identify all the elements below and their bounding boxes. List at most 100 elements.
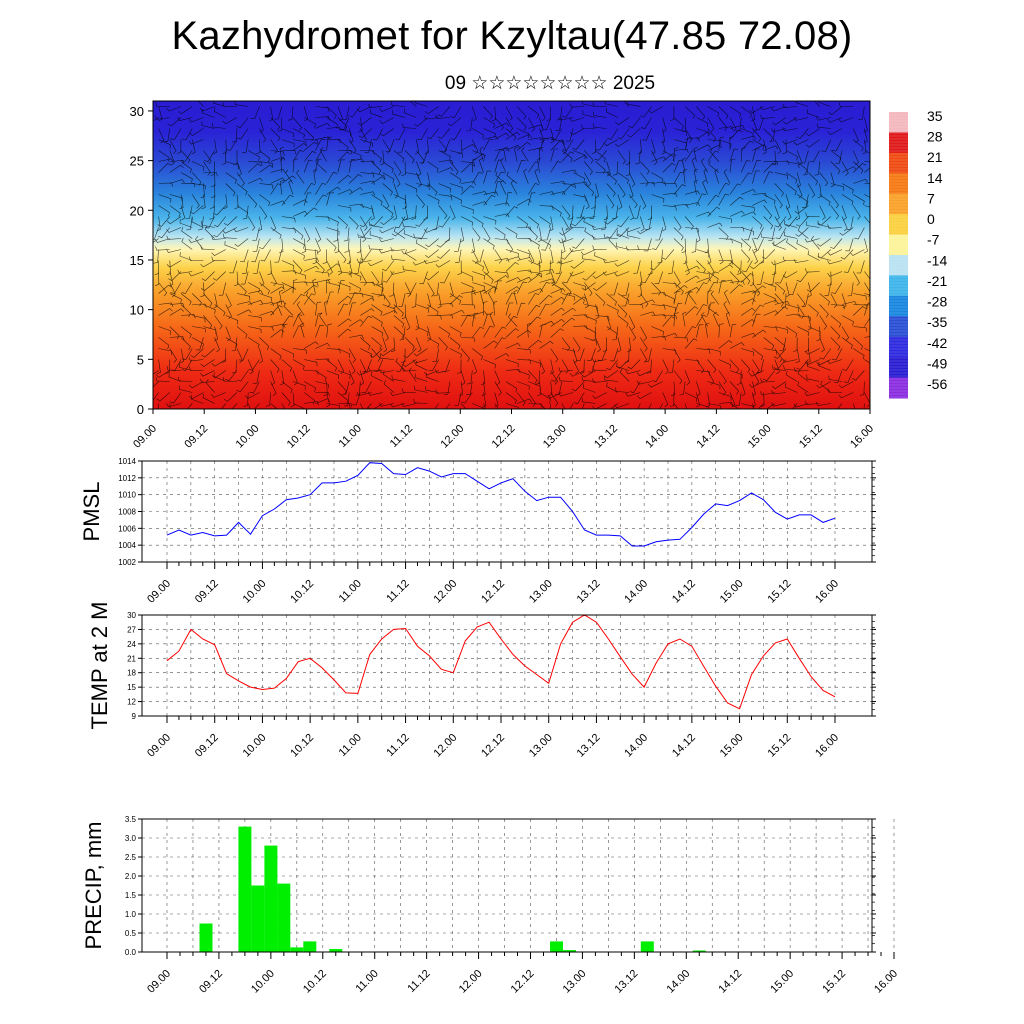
wind-barb	[438, 326, 450, 338]
wind-barb	[326, 172, 338, 184]
wind-barb	[684, 137, 692, 151]
wind-barb	[192, 315, 206, 323]
wind-barb	[348, 159, 356, 173]
wind-barb	[191, 217, 204, 228]
wind-barb	[414, 101, 428, 107]
wind-barb	[806, 221, 820, 228]
wind-barb	[449, 194, 462, 205]
wind-barb	[573, 182, 588, 187]
wind-barb	[348, 370, 355, 386]
wind-barb	[250, 106, 260, 120]
wind-barb	[472, 312, 479, 327]
wind-barb	[858, 106, 865, 120]
wind-barb	[619, 368, 630, 382]
wind-barb	[528, 316, 541, 327]
wind-barb	[461, 161, 475, 167]
wind-barb	[748, 370, 764, 377]
wind-barb	[741, 348, 755, 357]
wind-barb	[348, 150, 362, 160]
wind-barb	[696, 117, 709, 128]
wind-barb	[662, 153, 677, 162]
wind-barb	[804, 238, 820, 243]
x-tick-label: 09.12	[197, 968, 225, 996]
wind-barb	[157, 216, 171, 227]
wind-barb	[853, 194, 865, 206]
wind-barb	[795, 101, 809, 107]
wind-barb	[528, 339, 542, 349]
y-axis-title: PRECIP, mm	[81, 822, 106, 950]
x-tick-label: 11.12	[388, 423, 415, 450]
x-tick-label: 10.00	[241, 732, 269, 760]
wind-barb	[644, 348, 652, 362]
wind-barb	[853, 348, 865, 360]
wind-barb	[304, 265, 319, 272]
wind-barb	[240, 249, 249, 263]
wind-barb	[729, 381, 739, 395]
wind-barb	[427, 293, 432, 309]
wind-barb	[247, 194, 258, 208]
wind-barb	[348, 282, 361, 293]
wind-barb	[155, 246, 170, 251]
wind-barb	[595, 161, 606, 174]
wind-barb	[153, 392, 159, 401]
wind-barb	[404, 315, 411, 331]
wind-barb	[817, 220, 831, 228]
wind-barb	[402, 359, 417, 367]
wind-barb	[292, 158, 299, 173]
wind-barb	[303, 106, 309, 122]
wind-barb	[413, 348, 428, 357]
wind-barb	[830, 161, 841, 175]
wind-barb	[841, 161, 849, 176]
wind-barb	[155, 370, 170, 378]
wind-barb	[592, 378, 607, 383]
wind-barb	[773, 241, 787, 250]
wind-barb	[629, 304, 644, 309]
wind-barb	[592, 366, 607, 371]
wind-barb	[796, 293, 806, 308]
wind-barb	[528, 359, 542, 368]
wind-barb	[539, 403, 546, 409]
wind-barb	[200, 245, 215, 250]
wind-barb	[593, 282, 607, 291]
wind-barb	[610, 282, 619, 296]
x-tick-label: 13.12	[575, 578, 603, 606]
wind-barb	[349, 334, 364, 339]
wind-barb	[723, 168, 731, 184]
wind-barb	[260, 249, 271, 262]
wind-barb	[556, 106, 563, 121]
wind-barb	[505, 315, 518, 327]
wind-barb	[270, 227, 282, 240]
wind-barb	[841, 293, 847, 309]
wind-barb	[401, 161, 406, 176]
wind-barb	[762, 370, 776, 382]
wind-barb	[740, 238, 752, 252]
wind-barb	[220, 403, 227, 409]
wind-barb	[707, 128, 717, 142]
wind-barb	[397, 139, 406, 153]
wind-barb	[818, 101, 831, 107]
wind-barb	[348, 271, 362, 281]
wind-barb	[853, 178, 869, 184]
wind-barb	[337, 359, 345, 375]
wind-barb	[414, 385, 428, 393]
wind-barb	[673, 312, 679, 327]
wind-barb	[679, 381, 686, 396]
wind-barb	[805, 212, 820, 217]
wind-barb	[223, 392, 238, 402]
wind-barb	[785, 161, 800, 169]
wind-barb	[796, 150, 803, 166]
wind-barb	[796, 216, 809, 227]
wind-barb	[348, 403, 351, 409]
wind-barb	[662, 293, 675, 304]
wind-barb	[368, 367, 383, 372]
wind-barb	[797, 326, 810, 337]
wind-barb	[729, 271, 740, 285]
wind-barb	[684, 326, 697, 338]
wind-barb	[158, 128, 165, 144]
wind-barb	[505, 192, 513, 206]
wind-barb	[483, 238, 495, 250]
wind-barb	[292, 249, 305, 260]
x-tick-label: 15.12	[797, 423, 825, 451]
wind-barb	[449, 295, 463, 305]
wind-barb	[211, 172, 216, 187]
